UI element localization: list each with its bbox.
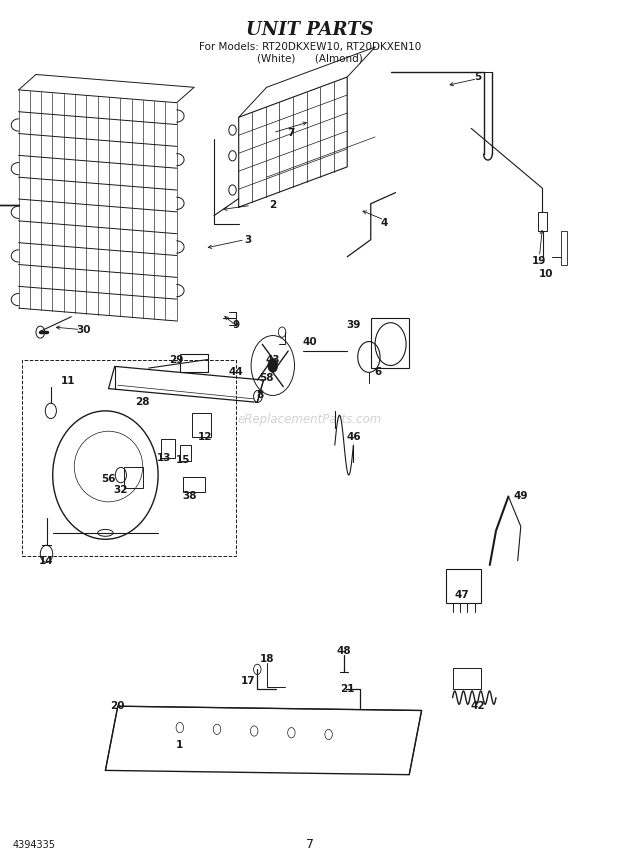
Bar [453,668,480,689]
Bar [22,360,236,556]
Text: 5: 5 [474,72,481,82]
Text: 2: 2 [269,200,277,211]
Text: 40: 40 [303,337,317,348]
Text: 47: 47 [454,590,469,600]
Text: For Models: RT20DKXEW10, RT20DKXEN10: For Models: RT20DKXEW10, RT20DKXEN10 [199,42,421,52]
Bar [180,445,191,461]
Text: 28: 28 [135,397,150,407]
Text: 6: 6 [374,367,382,377]
Text: 46: 46 [346,431,361,442]
Text: 58: 58 [259,373,274,383]
Bar [180,354,208,372]
Text: (White)      (Almond): (White) (Almond) [257,53,363,63]
Text: 4: 4 [381,217,388,228]
Bar [183,477,205,492]
Bar [538,212,547,231]
Text: 49: 49 [513,491,528,502]
Text: 32: 32 [113,484,128,495]
Text: 48: 48 [337,645,352,656]
Text: UNIT PARTS: UNIT PARTS [246,21,374,39]
Text: 1: 1 [176,740,184,750]
Text: 3: 3 [244,235,252,245]
Text: 8: 8 [257,390,264,401]
Circle shape [268,359,278,372]
Bar [192,413,211,437]
Text: 43: 43 [265,354,280,365]
Text: 15: 15 [175,455,190,465]
Text: 18: 18 [259,654,274,664]
Text: 29: 29 [169,354,184,365]
Text: 38: 38 [182,491,197,502]
Text: 7: 7 [288,128,295,138]
Text: 7: 7 [306,838,314,852]
Text: 14: 14 [39,556,54,566]
Text: 42: 42 [470,701,485,711]
Bar [124,467,143,488]
Bar [446,569,480,603]
Text: 11: 11 [61,376,76,386]
Text: 12: 12 [197,431,212,442]
Bar [561,231,567,265]
Text: 21: 21 [340,684,355,694]
Text: 56: 56 [101,474,116,484]
Text: 19: 19 [532,256,547,266]
Text: 17: 17 [241,675,255,686]
Bar [371,318,409,368]
Text: 44: 44 [228,367,243,377]
Text: 39: 39 [346,320,361,330]
Text: 30: 30 [76,324,91,335]
Text: 10: 10 [538,269,553,279]
Bar [161,439,175,458]
Text: 4394335: 4394335 [12,840,55,850]
Text: 13: 13 [157,453,172,463]
Text: eReplacementParts.com: eReplacementParts.com [238,413,382,426]
Text: 9: 9 [232,320,239,330]
Text: 20: 20 [110,701,125,711]
